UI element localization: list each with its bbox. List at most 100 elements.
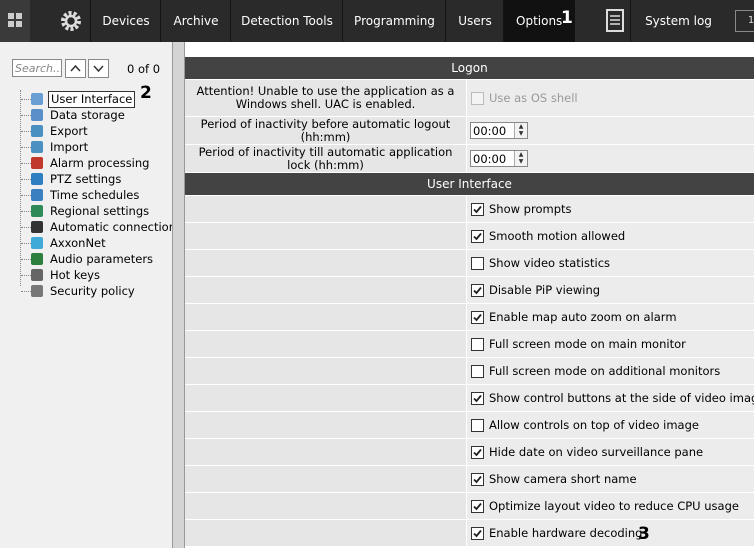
setting-value: Enable hardware decoding — [467, 520, 754, 546]
checkbox-label: Show video statistics — [489, 256, 610, 270]
checkbox[interactable] — [471, 446, 484, 459]
label-text: Period of inactivity before automatic lo… — [189, 118, 462, 144]
checkbox[interactable] — [471, 500, 484, 513]
setting-value: 00:00▲▼ — [467, 117, 754, 144]
tree-connector — [21, 179, 31, 180]
checkbox[interactable] — [471, 419, 484, 432]
spin-button[interactable]: ▲▼ — [514, 151, 527, 166]
setting-row: Smooth motion allowed — [185, 223, 754, 250]
tree-item[interactable]: User Interface — [48, 91, 135, 108]
label-text: Attention! Unable to use the application… — [189, 85, 462, 111]
tree-icon — [31, 189, 43, 201]
counter: 0 of 0 — [127, 62, 160, 76]
setting-row: Full screen mode on additional monitors — [185, 358, 754, 385]
tree-item[interactable]: Automatic connection — [48, 220, 178, 235]
tree-icon — [31, 269, 43, 281]
checkbox-label: Show prompts — [489, 202, 572, 216]
nav-tab[interactable]: Programming — [342, 0, 446, 42]
system-log-tab[interactable]: System log — [630, 0, 726, 42]
tree-item[interactable]: Import — [48, 140, 90, 155]
checkbox[interactable] — [471, 311, 484, 324]
checkbox-label: Hide date on video surveillance pane — [489, 445, 703, 459]
setting-label — [185, 439, 466, 465]
checkbox[interactable] — [471, 338, 484, 351]
nav-tab[interactable]: Users — [445, 0, 504, 42]
tray-indicator: 1 — [735, 10, 754, 32]
setting-label: Period of inactivity before automatic lo… — [185, 117, 466, 144]
setting-value: Optimize layout video to reduce CPU usag… — [467, 493, 754, 519]
tree-connector — [21, 115, 31, 116]
setting-value: Full screen mode on additional monitors — [467, 358, 754, 384]
settings-icon[interactable] — [56, 0, 86, 42]
top-bar: System log 1 DevicesArchiveDetection Too… — [0, 0, 754, 42]
tree-item[interactable]: Hot keys — [48, 268, 102, 283]
tree-connector — [21, 259, 31, 260]
tree-lines — [20, 90, 21, 286]
tree-item[interactable]: Export — [48, 124, 90, 139]
tree-item[interactable]: PTZ settings — [48, 172, 123, 187]
time-input[interactable]: 00:00▲▼ — [470, 150, 528, 167]
checkbox[interactable] — [471, 365, 484, 378]
checkbox-label: Show camera short name — [489, 472, 637, 486]
setting-value: Full screen mode on main monitor — [467, 331, 754, 357]
setting-row: Hide date on video surveillance pane — [185, 439, 754, 466]
checkbox[interactable] — [471, 284, 484, 297]
tree-icon — [31, 237, 43, 249]
setting-label — [185, 250, 466, 276]
checkbox[interactable] — [471, 473, 484, 486]
nav-tab[interactable]: Archive — [160, 0, 231, 42]
nav-tab[interactable]: Devices — [90, 0, 161, 42]
checkbox-label: Enable hardware decoding — [489, 526, 642, 540]
setting-row: Allow controls on top of video image — [185, 412, 754, 439]
tree-connector — [21, 243, 31, 244]
tree-item[interactable]: Security policy — [48, 284, 137, 299]
annotation: 1 — [561, 8, 573, 28]
setting-label: Attention! Unable to use the application… — [185, 80, 466, 116]
tree-item[interactable]: AxxonNet — [48, 236, 108, 251]
setting-value: Use as OS shell — [467, 80, 754, 116]
spin-button[interactable]: ▲▼ — [514, 123, 527, 138]
tree-icon — [31, 253, 43, 265]
setting-row: Show video statistics — [185, 250, 754, 277]
setting-value: Enable map auto zoom on alarm — [467, 304, 754, 330]
setting-label — [185, 277, 466, 303]
setting-value: Show camera short name — [467, 466, 754, 492]
setting-value: Show video statistics — [467, 250, 754, 276]
checkbox — [471, 92, 484, 105]
tree-connector — [21, 211, 31, 212]
tree-icon — [31, 285, 43, 297]
label-text: Period of inactivity till automatic appl… — [189, 146, 462, 172]
tree-item[interactable]: Alarm processing — [48, 156, 151, 171]
checkbox[interactable] — [471, 257, 484, 270]
setting-value: Smooth motion allowed — [467, 223, 754, 249]
tree-item[interactable]: Data storage — [48, 108, 127, 123]
setting-row: Enable map auto zoom on alarm — [185, 304, 754, 331]
settings-panel: Logon Attention! Unable to use the applic… — [185, 42, 754, 548]
checkbox-label: Enable map auto zoom on alarm — [489, 310, 677, 324]
annotation: 3 — [638, 524, 650, 544]
nav-tab[interactable]: Detection Tools — [230, 0, 343, 42]
checkbox[interactable] — [471, 527, 484, 540]
search-box[interactable]: Search... — [12, 59, 62, 77]
time-input[interactable]: 00:00▲▼ — [470, 122, 528, 139]
setting-value: Show control buttons at the side of vide… — [467, 385, 754, 411]
tree-item[interactable]: Audio parameters — [48, 252, 155, 267]
log-icon[interactable] — [600, 0, 630, 42]
tree-item[interactable]: Regional settings — [48, 204, 151, 219]
tree-connector — [21, 275, 31, 276]
nav-buttons[interactable] — [65, 59, 111, 79]
checkbox-label: Show control buttons at the side of vide… — [489, 391, 754, 405]
section-header: Logon — [185, 57, 754, 79]
checkbox-label: Allow controls on top of video image — [489, 418, 699, 432]
menu-icon[interactable] — [0, 0, 30, 42]
tree-connector — [21, 195, 31, 196]
checkbox[interactable] — [471, 203, 484, 216]
setting-label — [185, 520, 466, 546]
checkbox-label: Smooth motion allowed — [489, 229, 625, 243]
setting-value: Hide date on video surveillance pane — [467, 439, 754, 465]
splitter[interactable] — [172, 42, 185, 548]
checkbox[interactable] — [471, 392, 484, 405]
tree-item[interactable]: Time schedules — [48, 188, 141, 203]
checkbox[interactable] — [471, 230, 484, 243]
